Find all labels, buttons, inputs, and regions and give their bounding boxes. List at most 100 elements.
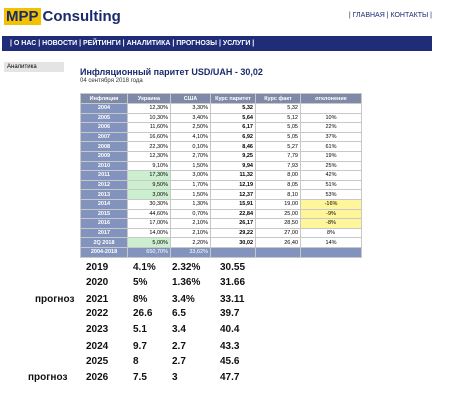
table-cell: 0,70% [170,208,211,220]
table-cell [210,246,256,258]
sidebar-item[interactable]: Аналитика [4,62,64,72]
table-cell: 3,00% [127,189,171,200]
forecast-cell: 26.6 [133,308,153,319]
table-row: 2007 16,60% 4,10% 6,92 5,05 37% [80,131,362,143]
table-cell: -9% [300,208,362,220]
table-cell: 1,50% [170,189,211,200]
table-cell: 2005 [80,112,128,124]
article-title: Инфляционный паритет USD/UAH - 30,02 [80,67,263,77]
table-cell: 4,10% [170,131,211,143]
forecast-cell: 8% [133,294,148,305]
table-row: 2006 11,60% 2,50% 6,17 5,05 22% [80,122,362,133]
table-cell: 2016 [80,218,128,229]
table-cell: 8,00 [255,170,301,181]
table-cell: 3,30% [170,103,211,114]
table-cell: 27,00 [255,227,301,239]
table-cell: 7,79 [255,150,301,162]
table-cell: 28,50 [255,218,301,229]
forecast-cell: 39.7 [220,308,240,319]
table-cell: 51% [300,179,362,191]
forecast-cell: 33.11 [220,294,245,305]
forecast-cell: 2.7 [172,356,186,367]
table-cell: 2,50% [170,122,211,133]
table-row: 2015 44,60% 0,70% 22,84 25,00 -9% [80,208,362,220]
table-cell: 33,62% [170,246,211,258]
table-cell: 5,12 [255,112,301,124]
top-links[interactable]: | ГЛАВНАЯ | КОНТАКТЫ | [348,12,432,19]
table-cell: -16% [300,198,362,210]
logo[interactable]: MPP Consulting [4,6,121,26]
forecast-cell: 3.4% [172,294,195,305]
table-cell: 15,91 [210,198,256,210]
table-cell: 5,27 [255,141,301,152]
table-cell: 14,00% [127,227,171,239]
table-cell: 17,30% [127,170,171,181]
table-cell: 6,92 [210,131,256,143]
forecast-cell: 1.36% [172,277,201,288]
table-cell: 37% [300,131,362,143]
forecast-cell: 5% [133,277,148,288]
table-cell: 12,19 [210,179,256,191]
table-cell: 2,10% [170,227,211,239]
table-cell: 3,40% [170,112,211,124]
forecast-cell: 2021 [86,294,109,305]
table-cell: 26,17 [210,218,256,229]
logo-mark[interactable]: MPP [4,7,41,25]
logo-text[interactable]: Consulting [42,7,121,25]
table-cell: 19% [300,150,362,162]
table-cell: 10% [300,112,362,124]
header-cell: отклонение [300,93,362,104]
table-cell: 30,30% [127,198,171,210]
table-cell: 22% [300,122,362,133]
table-cell: 5,64 [210,112,256,124]
table-cell: 29,22 [210,227,256,239]
table-row: 2014 30,30% 1,30% 15,91 19,00 -16% [80,198,362,210]
table-cell: 5,00% [127,237,171,248]
table-cell: 6,17 [210,122,256,133]
table-cell: 14% [300,237,362,248]
forecast-cell: 8 [133,356,139,367]
table-cell: 16,60% [127,131,171,143]
table-cell: 25% [300,160,362,172]
forecast-cell: 47.7 [220,372,240,383]
table-cell: 5,05 [255,122,301,133]
forecast-cell: 2024 [86,341,109,352]
table-row: 2Q 2018 5,00% 2,20% 30,02 26,40 14% [80,237,362,248]
table-cell: 12,30% [127,103,171,114]
table-cell: 61% [300,141,362,152]
table-cell: 11,60% [127,122,171,133]
table-cell: 2Q 2018 [80,237,128,248]
forecast-cell: 2020 [86,277,109,288]
table-cell: 17,00% [127,218,171,229]
table-row: 2010 9,10% 1,50% 9,94 7,93 25% [80,160,362,172]
forecast-cell: 3 [172,372,178,383]
forecast-cell: 2.7 [172,341,186,352]
table-cell: 8,10 [255,189,301,200]
table-cell: 2004-2018 [80,246,128,258]
table-cell: 9,50% [127,179,171,191]
table-cell: 2006 [80,122,128,133]
table-row: 2009 12,30% 2,70% 9,25 7,79 19% [80,150,362,162]
table-cell: 2007 [80,131,128,143]
forecast-cell: 6.5 [172,308,186,319]
forecast-cell: 4.1% [133,262,156,273]
table-cell: 12,30% [127,150,171,162]
forecast-cell: 30.55 [220,262,246,273]
nav-bar[interactable]: | О НАС | НОВОСТИ | РЕЙТИНГИ | АНАЛИТИКА… [2,36,432,51]
table-row: 2008 22,30% 0,10% 8,46 5,27 61% [80,141,362,152]
forecast-cell: 7.5 [133,372,147,383]
forecast-cell: 2.32% [172,262,201,273]
table-cell: 2017 [80,227,128,239]
table-cell: 2011 [80,170,128,181]
header-cell: Инфляция [80,93,128,104]
table-row: 2004-2018 650,70% 33,62% [80,246,362,258]
table-cell: 3,00% [170,170,211,181]
table-row: 2011 17,30% 3,00% 11,32 8,00 42% [80,170,362,181]
table-cell: 2,20% [170,237,211,248]
header-row: Инфляция Украина США Курс паритет Курс факт о… [80,93,362,104]
table-cell: 8,05 [255,179,301,191]
table-cell: 53% [300,189,362,200]
table-cell: 5,05 [255,131,301,143]
table-cell [300,103,362,114]
